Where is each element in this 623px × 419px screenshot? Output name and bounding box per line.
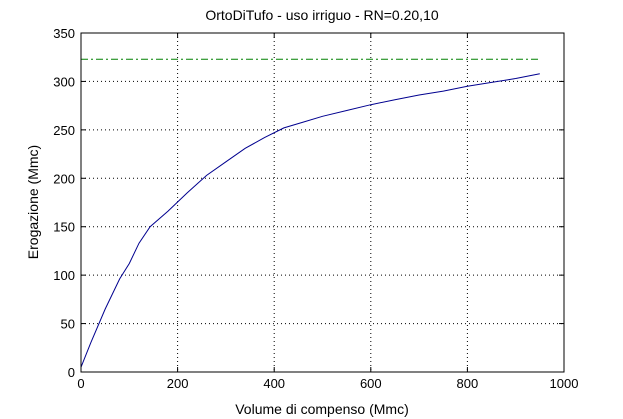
x-axis-label: Volume di compenso (Mmc): [235, 401, 409, 417]
x-tick-label: 800: [457, 376, 479, 391]
y-tick-label: 100: [53, 268, 75, 283]
plot-frame: [80, 32, 565, 373]
y-tick-label: 50: [61, 317, 75, 332]
tick-labels: 0 200 400 600 800 1000 0 50 100 150 200 250 300 350: [53, 26, 578, 391]
chart-title: OrtoDiTufo - uso irriguo - RN=0.20,10: [205, 7, 439, 23]
x-tick-label: 400: [263, 376, 285, 391]
y-tick-label: 350: [53, 26, 75, 41]
x-tick-label: 1000: [550, 376, 579, 391]
ticks: [80, 32, 565, 373]
x-tick-label: 600: [360, 376, 382, 391]
y-tick-label: 300: [53, 74, 75, 89]
y-tick-label: 200: [53, 171, 75, 186]
y-axis-label: Erogazione (Mmc): [25, 145, 41, 259]
plot-area: [81, 33, 564, 372]
series-layer: [80, 58, 540, 368]
x-tick-label: 200: [167, 376, 189, 391]
series-line: [80, 73, 540, 368]
x-tick-label: 0: [77, 376, 84, 391]
y-tick-label: 150: [53, 220, 75, 235]
y-tick-label: 0: [68, 365, 75, 380]
grid: [81, 33, 564, 372]
y-tick-label: 250: [53, 123, 75, 138]
